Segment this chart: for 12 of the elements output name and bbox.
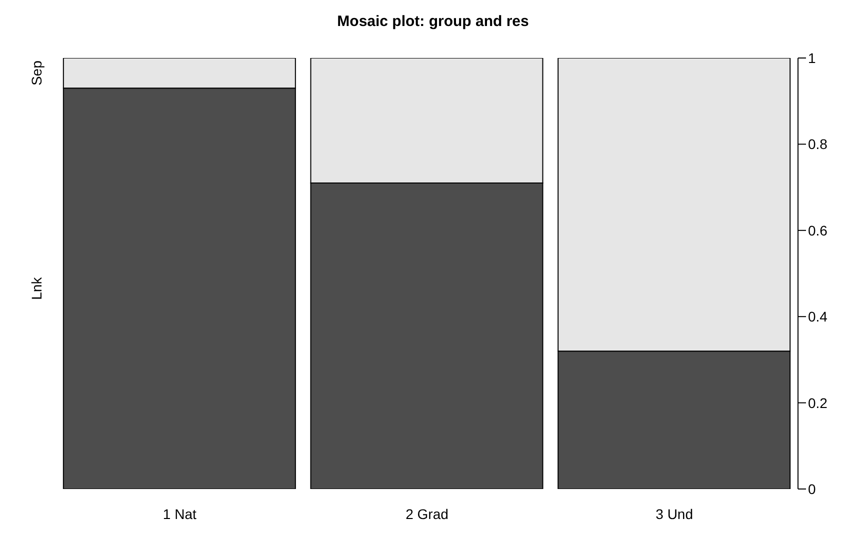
y-tick-label: 1 <box>808 50 816 66</box>
y-tick-label: 0.6 <box>808 222 828 238</box>
chart-title: Mosaic plot: group and res <box>336 12 530 32</box>
y-tick-label: 0.4 <box>808 308 828 325</box>
x-tick-label: 3 Und <box>656 506 694 522</box>
y-tick-label: 0.2 <box>808 394 828 411</box>
text: Sep <box>28 60 45 86</box>
y-tick-label: 0 <box>808 480 816 497</box>
x-tick-label: 1 Nat <box>162 506 197 522</box>
x-tick-label: 2 Grad <box>406 506 448 522</box>
text: Lnk <box>28 276 45 300</box>
y-tick-label: 0.8 <box>808 136 828 152</box>
